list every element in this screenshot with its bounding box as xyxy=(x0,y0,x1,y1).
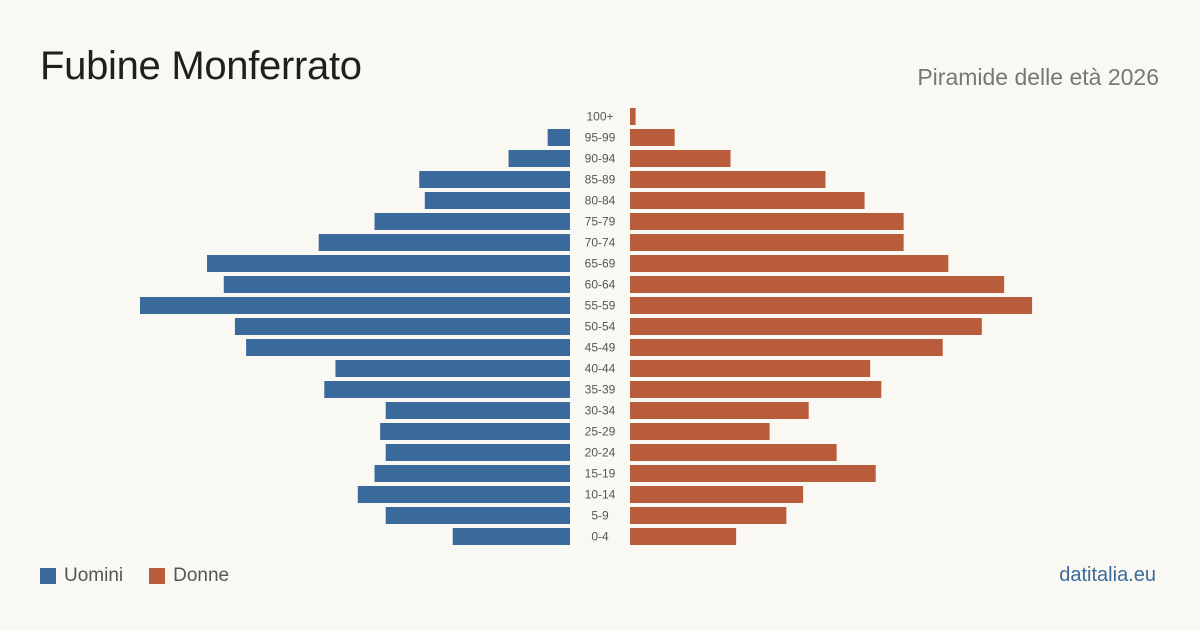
bar-men-45-49 xyxy=(246,339,571,356)
legend-item-women: Donne xyxy=(149,565,229,587)
bar-women-85-89 xyxy=(630,171,826,188)
age-label-85-89: 85-89 xyxy=(585,173,616,187)
bar-women-20-24 xyxy=(630,444,837,461)
legend-swatch-men xyxy=(40,568,56,584)
bar-women-95-99 xyxy=(630,129,675,146)
age-label-50-54: 50-54 xyxy=(585,320,616,334)
bar-women-100plus xyxy=(630,108,636,125)
bar-men-50-54 xyxy=(234,318,570,335)
bar-women-45-49 xyxy=(630,339,943,356)
bar-men-60-64 xyxy=(223,276,570,293)
bar-men-75-79 xyxy=(374,213,570,230)
bar-women-50-54 xyxy=(630,318,982,335)
bar-men-80-84 xyxy=(424,192,570,209)
age-label-60-64: 60-64 xyxy=(585,278,616,292)
bar-women-90-94 xyxy=(630,150,731,167)
age-label-75-79: 75-79 xyxy=(585,215,616,229)
age-label-100plus: 100+ xyxy=(586,110,613,124)
bar-men-0-4 xyxy=(452,528,570,545)
age-label-5-9: 5-9 xyxy=(591,509,609,523)
bar-women-60-64 xyxy=(630,276,1005,293)
bar-women-75-79 xyxy=(630,213,904,230)
age-label-55-59: 55-59 xyxy=(585,299,616,313)
bar-women-65-69 xyxy=(630,255,949,272)
bar-women-30-34 xyxy=(630,402,809,419)
age-labels: 100+ 95-99 90-94 85-89 80-84 75-79 70-74 65-69 6… xyxy=(585,110,616,544)
bar-men-35-39 xyxy=(324,381,570,398)
bar-men-15-19 xyxy=(374,465,570,482)
bar-men-65-69 xyxy=(207,255,570,272)
chart-subtitle: Piramide delle età 2026 xyxy=(917,64,1159,90)
bar-men-95-99 xyxy=(547,129,570,146)
bar-women-15-19 xyxy=(630,465,876,482)
source-link[interactable]: datitalia.eu xyxy=(1059,564,1156,586)
bar-women-25-29 xyxy=(630,423,770,440)
age-label-70-74: 70-74 xyxy=(585,236,616,250)
age-label-95-99: 95-99 xyxy=(585,131,616,145)
bar-men-55-59 xyxy=(140,297,570,314)
age-label-40-44: 40-44 xyxy=(585,362,616,376)
bar-men-85-89 xyxy=(419,171,570,188)
page-title: Fubine Monferrato xyxy=(40,44,362,88)
age-label-0-4: 0-4 xyxy=(591,530,609,544)
bar-women-5-9 xyxy=(630,507,787,524)
bar-women-0-4 xyxy=(630,528,737,545)
bar-women-40-44 xyxy=(630,360,871,377)
bar-men-20-24 xyxy=(385,444,570,461)
age-label-45-49: 45-49 xyxy=(585,341,616,355)
bar-men-30-34 xyxy=(385,402,570,419)
bar-men-40-44 xyxy=(335,360,570,377)
age-label-80-84: 80-84 xyxy=(585,194,616,208)
age-label-10-14: 10-14 xyxy=(585,488,616,502)
bar-men-5-9 xyxy=(385,507,570,524)
legend-item-men: Uomini xyxy=(40,565,123,587)
age-label-20-24: 20-24 xyxy=(585,446,616,460)
bar-men-25-29 xyxy=(380,423,570,440)
age-label-30-34: 30-34 xyxy=(585,404,616,418)
men-bars xyxy=(140,129,571,545)
bar-women-35-39 xyxy=(630,381,882,398)
age-label-65-69: 65-69 xyxy=(585,257,616,271)
bar-women-10-14 xyxy=(630,486,804,503)
bar-women-55-59 xyxy=(630,297,1033,314)
bar-men-10-14 xyxy=(357,486,570,503)
bar-women-80-84 xyxy=(630,192,865,209)
legend-swatch-women xyxy=(149,568,166,584)
bar-men-90-94 xyxy=(508,150,570,167)
legend: Uomini Donne xyxy=(40,565,255,587)
legend-label-women: Donne xyxy=(173,565,230,586)
bar-women-70-74 xyxy=(630,234,904,251)
age-label-25-29: 25-29 xyxy=(585,425,616,439)
age-label-35-39: 35-39 xyxy=(585,383,616,397)
legend-label-men: Uomini xyxy=(64,565,124,586)
age-label-15-19: 15-19 xyxy=(585,467,616,481)
age-label-90-94: 90-94 xyxy=(585,152,616,166)
bar-men-70-74 xyxy=(318,234,570,251)
women-bars xyxy=(630,108,1033,545)
